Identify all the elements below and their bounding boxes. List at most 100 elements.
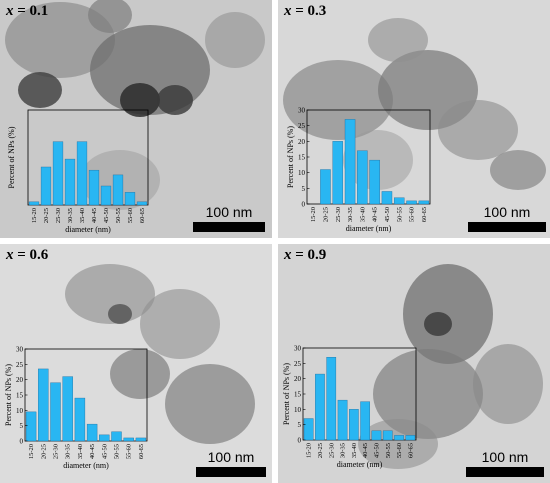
panel-label: x = 0.9 (284, 247, 327, 263)
scale-bar (468, 222, 546, 232)
tem-image (278, 244, 550, 483)
x-axis-label: diameter (nm) (337, 460, 383, 469)
x-tick-label: 30-35 (67, 208, 74, 223)
x-tick-label: 20-25 (43, 208, 50, 223)
x-tick-label: 60-65 (138, 444, 145, 459)
histogram-bar (123, 437, 134, 442)
x-axis-label: diameter (nm) (346, 224, 392, 233)
y-tick-label: 5 (298, 421, 302, 429)
y-axis-label: Percent of NPs (%) (282, 363, 291, 425)
x-tick-label: 50-55 (114, 444, 121, 459)
histogram-bar (124, 192, 136, 206)
x-tick-label: 50-55 (396, 207, 403, 222)
x-tick-label: 45-50 (103, 208, 110, 223)
scale-bar (196, 467, 266, 477)
histogram: 0 5 10 15 20 25 30 15-20 20-25 25-30 30-35 35-40 40-… (4, 346, 148, 470)
histogram-bar (369, 159, 380, 205)
scale-bar-label: 100 nm (481, 449, 529, 465)
x-tick-label: 60-65 (407, 443, 414, 458)
histogram-bar (418, 200, 430, 205)
x-tick-label: 25-30 (53, 444, 60, 459)
x-axis-label: diameter (nm) (65, 225, 111, 234)
plot-frame (27, 109, 149, 206)
y-tick-label: 0 (298, 437, 302, 445)
histogram: 15-20 20-25 25-30 30-35 35-40 40-45 45-50 50-55… (7, 109, 149, 234)
micrograph-panel: x = 0.9 0 5 10 15 20 25 30 15-20 20-25 25-30 30-35… (278, 244, 550, 483)
scale-bar-label: 100 nm (207, 449, 255, 465)
histogram-bar (394, 197, 405, 205)
histogram-bar (88, 169, 100, 206)
panel-label: x = 0.6 (6, 247, 49, 263)
scale-bar (466, 467, 544, 477)
x-tick-label: 55-60 (127, 208, 134, 223)
x-tick-label: 40-45 (362, 443, 369, 458)
x-tick-label: 15-20 (310, 207, 317, 222)
y-axis-label: Percent of NPs (%) (4, 364, 13, 426)
y-tick-label: 25 (16, 361, 24, 369)
x-tick-label: 40-45 (372, 207, 379, 222)
histogram-bar (86, 423, 98, 442)
histogram-bar (394, 435, 404, 441)
y-tick-label: 30 (16, 346, 24, 354)
x-tick-label: 55-60 (126, 444, 133, 459)
x-tick-label: 15-20 (306, 443, 313, 458)
x-tick-label: 40-45 (91, 208, 98, 223)
scale-bar-label: 100 nm (205, 204, 253, 220)
micrograph-panel: x = 0.1 15-20 20-25 25-30 30-35 35-40 40-45 45… (0, 0, 272, 238)
histogram-bar (52, 141, 64, 206)
x-tick-label: 45-50 (373, 443, 380, 458)
histogram-bar (344, 119, 356, 205)
histogram-bar (50, 382, 61, 442)
histogram-bar (303, 418, 314, 441)
x-tick-label: 35-40 (77, 444, 84, 459)
histogram-bar (76, 141, 88, 206)
y-tick-label: 30 (298, 107, 306, 115)
y-tick-label: 10 (298, 169, 306, 177)
x-tick-label: 35-40 (79, 208, 86, 223)
histogram-bar (74, 397, 86, 442)
histogram-bar (62, 376, 73, 442)
histogram-bar (382, 430, 393, 441)
histogram-bar (315, 373, 325, 441)
histogram-bar (349, 409, 359, 441)
x-tick-label: 15-20 (31, 208, 38, 223)
x-tick-label: 45-50 (101, 444, 108, 459)
histogram-bar (332, 141, 343, 205)
x-tick-label: 55-60 (409, 207, 416, 222)
y-tick-label: 10 (16, 407, 24, 415)
x-tick-label: 60-65 (139, 208, 146, 223)
x-tick-label: 20-25 (322, 207, 329, 222)
histogram: 0 5 10 15 20 25 30 15-20 20-25 25-30 30-35 35-40 40-… (282, 345, 417, 469)
histogram-bar (136, 201, 148, 206)
x-tick-label: 50-55 (385, 443, 392, 458)
histogram-bar (64, 158, 76, 206)
histogram-bar (99, 434, 110, 442)
x-tick-label: 25-30 (328, 443, 335, 458)
tem-image (0, 244, 272, 483)
histogram-bar (357, 150, 368, 205)
histogram-bar (360, 401, 370, 441)
histogram-bar (28, 201, 40, 206)
histogram-bar (38, 368, 49, 442)
y-tick-label: 30 (294, 345, 302, 353)
histogram-bar (381, 191, 393, 205)
x-tick-label: 30-35 (340, 443, 347, 458)
histogram-bar (371, 430, 382, 441)
x-tick-label: 15-20 (28, 444, 35, 459)
x-tick-label: 30-35 (347, 207, 354, 222)
histogram-bar (111, 431, 122, 442)
micrograph-panel: x = 0.6 0 5 10 15 20 25 30 15-20 20-25 25-30 30-35… (0, 244, 272, 483)
x-axis-label: diameter (nm) (63, 461, 109, 470)
panel-label: x = 0.3 (284, 3, 327, 19)
histogram-bar (406, 200, 417, 205)
x-tick-label: 35-40 (359, 207, 366, 222)
y-tick-label: 20 (294, 375, 302, 383)
histogram-bar (100, 185, 112, 206)
x-tick-label: 25-30 (55, 208, 62, 223)
micrograph-panel: x = 0.3 0 5 10 15 20 25 30 15-20 20-25 25-30 30-35… (278, 0, 550, 238)
histogram-bar (25, 411, 37, 442)
histogram-bar (40, 166, 52, 206)
y-tick-label: 5 (20, 422, 24, 430)
histogram-bar (135, 437, 147, 442)
x-tick-label: 60-65 (421, 207, 428, 222)
